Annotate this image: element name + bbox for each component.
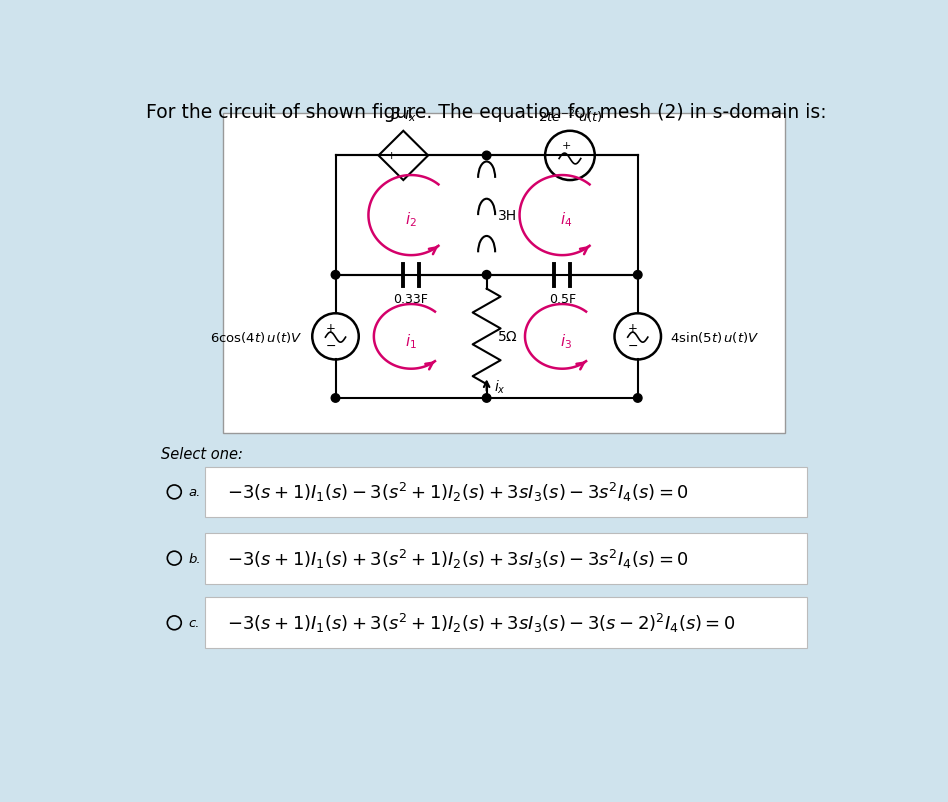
Text: +: + — [629, 322, 638, 334]
Text: 3 $i_x$: 3 $i_x$ — [390, 105, 417, 124]
Text: −: − — [628, 340, 638, 353]
Text: $6\cos(4t)\,u(t)$V: $6\cos(4t)\,u(t)$V — [210, 330, 303, 344]
Text: 0.5F: 0.5F — [549, 293, 575, 306]
Text: −: − — [325, 340, 337, 353]
Text: a.: a. — [189, 486, 201, 499]
Text: +: + — [561, 140, 571, 151]
Text: $i_3$: $i_3$ — [560, 331, 573, 350]
FancyBboxPatch shape — [205, 597, 808, 648]
Text: For the circuit of shown figure. The equation for mesh (2) in s-domain is:: For the circuit of shown figure. The equ… — [146, 103, 826, 121]
Text: c.: c. — [189, 617, 200, 630]
Circle shape — [331, 395, 339, 403]
Text: 3H: 3H — [499, 209, 518, 223]
Circle shape — [633, 395, 642, 403]
Text: b.: b. — [189, 552, 201, 565]
Text: Select one:: Select one: — [161, 446, 243, 461]
Text: 5$\Omega$: 5$\Omega$ — [498, 330, 519, 344]
Circle shape — [633, 271, 642, 280]
Text: $i_4$: $i_4$ — [560, 210, 573, 229]
Circle shape — [331, 271, 339, 280]
Text: $-3(s+1)I_1(s) - 3(s^2+1)I_2(s) + 3sI_3(s) - 3s^2I_4(s) = 0$: $-3(s+1)I_1(s) - 3(s^2+1)I_2(s) + 3sI_3(… — [227, 480, 688, 504]
Circle shape — [483, 395, 491, 403]
Text: +: + — [387, 152, 396, 161]
Circle shape — [483, 152, 491, 160]
Text: −: − — [407, 152, 416, 161]
Text: $2te^{-2t}u(t)$: $2te^{-2t}u(t)$ — [538, 108, 602, 126]
FancyBboxPatch shape — [205, 467, 808, 517]
Text: $i_2$: $i_2$ — [405, 210, 417, 229]
Text: 0.33F: 0.33F — [393, 293, 428, 306]
Text: +: + — [326, 322, 336, 334]
FancyBboxPatch shape — [223, 114, 785, 433]
Circle shape — [483, 271, 491, 280]
Text: $i_x$: $i_x$ — [494, 379, 506, 395]
Text: $i_1$: $i_1$ — [405, 331, 417, 350]
Text: $-3(s+1)I_1(s) + 3(s^2+1)I_2(s) + 3sI_3(s) - 3(s-2)^2I_4(s) = 0$: $-3(s+1)I_1(s) + 3(s^2+1)I_2(s) + 3sI_3(… — [227, 611, 736, 634]
FancyBboxPatch shape — [205, 533, 808, 584]
Text: $4\sin(5t)\,u(t)$V: $4\sin(5t)\,u(t)$V — [670, 330, 759, 344]
Text: $-3(s+1)I_1(s) + 3(s^2+1)I_2(s) + 3sI_3(s) - 3s^2I_4(s) = 0$: $-3(s+1)I_1(s) + 3(s^2+1)I_2(s) + 3sI_3(… — [227, 547, 688, 570]
